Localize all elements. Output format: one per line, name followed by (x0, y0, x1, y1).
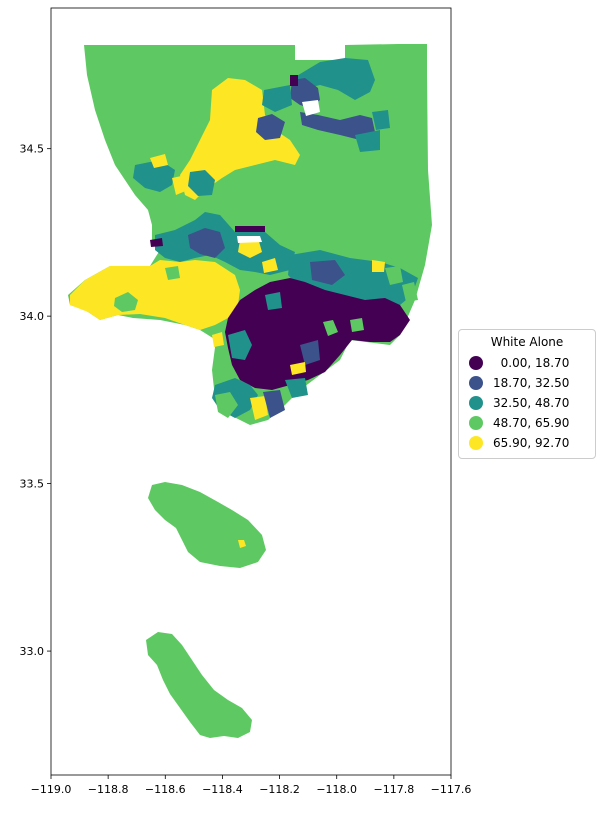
region-yellow-core (212, 332, 224, 347)
region-navy-core (300, 340, 320, 365)
legend-marker-icon (469, 416, 483, 430)
region-yellow-clarita-2 (150, 154, 168, 168)
x-axis-ticks: −119.0 −118.8 −118.6 −118.4 −118.2 −118.0 −117… (31, 775, 472, 796)
legend-entry-label: 0.00, 18.70 (493, 356, 570, 370)
x-tick-label: −118.8 (88, 783, 129, 796)
x-tick-label: −117.6 (431, 783, 472, 796)
legend-entry: 48.70, 65.90 (469, 414, 569, 432)
region-yellow-valley (238, 238, 262, 258)
legend-marker-icon (469, 356, 483, 370)
legend-marker-icon (469, 376, 483, 390)
y-tick-label: 33.0 (20, 645, 45, 658)
legend: White Alone 0.00, 18.70 18.70, 32.50 32.50… (458, 329, 596, 459)
region-green-westside (114, 292, 138, 312)
legend-title: White Alone (490, 335, 564, 349)
legend-entry: 0.00, 18.70 (469, 354, 569, 372)
y-tick-label: 34.5 (20, 143, 45, 156)
x-tick-label: −118.4 (202, 783, 243, 796)
region-green-core (323, 320, 338, 336)
region-yellow-valley-2 (262, 258, 278, 273)
x-tick-label: −119.0 (31, 783, 72, 796)
legend-entry: 65.90, 92.70 (469, 434, 569, 452)
legend-entry: 32.50, 48.70 (469, 394, 569, 412)
region-teal-north-4 (262, 85, 292, 112)
region-yellow-antelope (180, 78, 300, 200)
region-navy-valley (188, 228, 225, 258)
region-yellow-southbay (250, 396, 268, 420)
region-teal-north (290, 58, 375, 100)
region-yellow-east (372, 260, 385, 272)
region-yellow-clarita (172, 175, 188, 195)
y-tick-label: 34.0 (20, 310, 45, 323)
region-teal-north-2 (355, 130, 380, 152)
legend-entry: 18.70, 32.50 (469, 374, 569, 392)
region-teal-clarita (133, 160, 175, 192)
region-teal-valley (155, 212, 295, 275)
region-green-east-2 (402, 282, 418, 302)
region-white-valley (237, 236, 262, 243)
legend-marker-icon (469, 396, 483, 410)
y-axis-ticks: 33.0 33.5 34.0 34.5 (20, 143, 51, 658)
region-yellow-westside (70, 260, 240, 330)
region-teal-core-2 (265, 292, 282, 310)
region-teal-southbay-2 (285, 378, 308, 398)
region-green-westside-2 (165, 266, 180, 280)
x-tick-label: −118.0 (316, 783, 357, 796)
region-yellow-southbay-2 (290, 362, 306, 375)
region-purple-valley (150, 238, 163, 247)
y-tick-label: 33.5 (20, 478, 45, 491)
region-white-north (302, 100, 320, 116)
axes-frame (50, 7, 452, 776)
region-green-core-2 (350, 318, 364, 332)
legend-entry-label: 48.70, 65.90 (493, 416, 570, 430)
region-purple-valley-2 (235, 226, 265, 232)
region-green-southbay (215, 392, 238, 418)
region-teal-core (228, 330, 252, 360)
map-regions (68, 44, 432, 738)
region-navy-north-3 (256, 114, 285, 140)
legend-entry-label: 32.50, 48.70 (493, 396, 570, 410)
region-navy-southbay (263, 390, 285, 418)
x-tick-label: −118.6 (145, 783, 186, 796)
region-teal-clarita-2 (188, 170, 215, 196)
region-purple-north (290, 75, 298, 86)
region-yellow-catalina (238, 540, 246, 548)
x-tick-label: −117.8 (373, 783, 414, 796)
legend-entry-label: 65.90, 92.70 (493, 436, 570, 450)
region-navy-east (310, 260, 345, 285)
region-teal-north-3 (372, 110, 390, 130)
x-tick-label: −118.2 (259, 783, 300, 796)
legend-marker-icon (469, 436, 483, 450)
region-catalina-island (148, 482, 266, 568)
region-navy-north-2 (300, 112, 375, 140)
region-green-east (385, 266, 403, 285)
region-sanclemente-island (146, 632, 252, 738)
legend-entry-label: 18.70, 32.50 (493, 376, 570, 390)
